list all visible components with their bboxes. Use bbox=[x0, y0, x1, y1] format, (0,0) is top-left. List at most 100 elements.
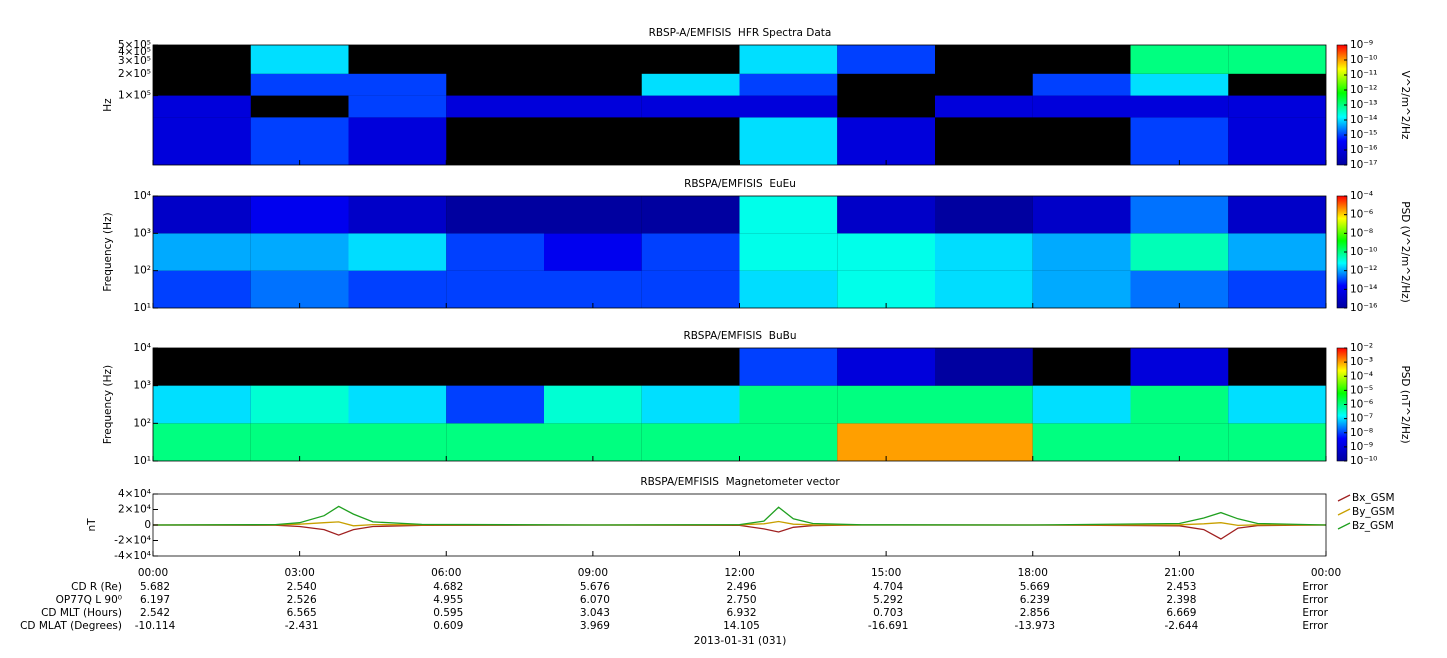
heatmap-cell bbox=[837, 117, 935, 165]
colorbar-tick-label: 10⁻¹⁰ bbox=[1350, 54, 1377, 66]
x-tick-label: 15:00 bbox=[871, 567, 901, 579]
heatmap-cell bbox=[1228, 233, 1326, 271]
heatmap-cell bbox=[1228, 385, 1326, 424]
heatmap-cell bbox=[1032, 73, 1131, 96]
heatmap-cell bbox=[837, 270, 935, 308]
ephemeris-value: 6.239 bbox=[1020, 594, 1050, 606]
heatmap-cell bbox=[1130, 196, 1229, 234]
y-tick-label: 0 bbox=[144, 519, 151, 531]
heatmap-cell bbox=[348, 95, 447, 118]
ephemeris-value: -2.644 bbox=[1164, 620, 1198, 632]
heatmap-cell bbox=[153, 423, 251, 461]
data-line bbox=[152, 520, 1327, 527]
heatmap-cell bbox=[348, 233, 447, 271]
data-line bbox=[152, 505, 1327, 526]
colorbar-tick-label: 10⁻³ bbox=[1350, 356, 1373, 368]
heatmap-cell bbox=[348, 117, 447, 165]
chart-title: RBSPA/EMFISIS Magnetometer vector bbox=[640, 476, 840, 488]
heatmap-cell bbox=[1032, 385, 1131, 424]
heatmap-cell bbox=[1228, 95, 1326, 118]
heatmap-cell bbox=[1130, 423, 1229, 461]
heatmap-cell bbox=[153, 385, 251, 424]
heatmap-cell bbox=[1130, 233, 1229, 271]
heatmap-cell bbox=[739, 95, 838, 118]
ephemeris-value: 6.669 bbox=[1166, 607, 1196, 619]
heatmap-cell bbox=[739, 233, 838, 271]
heatmap-cell bbox=[153, 233, 251, 271]
heatmap-cell bbox=[1130, 45, 1229, 74]
x-tick-label: 06:00 bbox=[431, 567, 461, 579]
colorbar-tick-label: 10⁻⁶ bbox=[1350, 209, 1373, 221]
heatmap-cell bbox=[1130, 73, 1229, 96]
heatmap-cell bbox=[348, 385, 447, 424]
heatmap-cell bbox=[837, 423, 935, 461]
ephemeris-value: 0.609 bbox=[433, 620, 463, 632]
heatmap-cell bbox=[544, 423, 642, 461]
colorbar-tick-label: 10⁻⁴ bbox=[1350, 190, 1373, 202]
ephemeris-value: Error bbox=[1302, 594, 1328, 606]
heatmap-cell bbox=[446, 423, 544, 461]
heatmap-cell bbox=[153, 270, 251, 308]
heatmap-cell bbox=[1228, 196, 1326, 234]
heatmap-cell bbox=[250, 196, 349, 234]
ephemeris-value: 5.676 bbox=[580, 581, 610, 593]
y-tick-label: 10³ bbox=[133, 227, 151, 239]
heatmap-cell bbox=[1228, 270, 1326, 308]
ephemeris-value: Error bbox=[1302, 620, 1328, 632]
heatmap-cell bbox=[1032, 270, 1131, 308]
ephemeris-value: 6.565 bbox=[287, 607, 317, 619]
ephemeris-value: 2.540 bbox=[287, 581, 317, 593]
ephemeris-value: 6.932 bbox=[726, 607, 756, 619]
y-tick-label: 10⁴ bbox=[133, 342, 151, 354]
heatmap-cell bbox=[153, 95, 251, 118]
heatmap-cell bbox=[739, 196, 838, 234]
heatmap-cell bbox=[739, 385, 838, 424]
heatmap-cell bbox=[935, 270, 1033, 308]
ephemeris-label: CD R (Re) bbox=[71, 581, 122, 593]
heatmap-cell bbox=[544, 385, 642, 424]
ephemeris-value: 5.682 bbox=[140, 581, 170, 593]
heatmap-cell bbox=[739, 270, 838, 308]
ephemeris-value: 5.292 bbox=[873, 594, 903, 606]
y-axis-label: Frequency (Hz) bbox=[102, 212, 114, 291]
heatmap-cell bbox=[837, 45, 935, 74]
y-tick-label: -2×10⁴ bbox=[114, 535, 151, 547]
heatmap-cell bbox=[1228, 117, 1326, 165]
heatmap-cell bbox=[935, 348, 1033, 386]
colorbar-tick-label: 10⁻² bbox=[1350, 342, 1373, 354]
ephemeris-label: CD MLT (Hours) bbox=[41, 607, 122, 619]
heatmap-cell bbox=[1032, 95, 1131, 118]
heatmap-cell bbox=[250, 73, 349, 96]
heatmap-cell bbox=[641, 196, 740, 234]
ephemeris-value: 2.496 bbox=[726, 581, 756, 593]
heatmap-cell bbox=[935, 385, 1033, 424]
legend-swatch bbox=[1337, 522, 1351, 530]
colorbar-tick-label: 10⁻⁹ bbox=[1350, 441, 1373, 453]
x-tick-label: 03:00 bbox=[284, 567, 314, 579]
heatmap-cell bbox=[837, 348, 935, 386]
colorbar-tick-label: 10⁻¹⁰ bbox=[1350, 455, 1377, 467]
y-tick-label: 1×10⁵ bbox=[118, 90, 151, 102]
ephemeris-label: CD MLAT (Degrees) bbox=[20, 620, 122, 632]
heatmap-cell bbox=[1130, 385, 1229, 424]
colorbar-tick-label: 10⁻⁵ bbox=[1350, 384, 1373, 396]
ephemeris-value: 3.043 bbox=[580, 607, 610, 619]
colorbar-tick-label: 10⁻¹³ bbox=[1350, 99, 1377, 111]
colorbar-tick-label: 10⁻¹⁵ bbox=[1350, 129, 1377, 141]
ephemeris-value: -16.691 bbox=[868, 620, 909, 632]
y-tick-label: 4×10⁴ bbox=[118, 488, 151, 500]
data-line bbox=[152, 524, 1327, 540]
chart-title: RBSPA/EMFISIS EuEu bbox=[684, 178, 796, 190]
heatmap-cell bbox=[250, 45, 349, 74]
ephemeris-value: 3.969 bbox=[580, 620, 610, 632]
ephemeris-value: 2.856 bbox=[1020, 607, 1050, 619]
y-tick-label: 10² bbox=[133, 265, 151, 277]
colorbar-tick-label: 10⁻⁸ bbox=[1350, 227, 1373, 239]
colorbar-tick-label: 10⁻⁷ bbox=[1350, 413, 1373, 425]
heatmap-cell bbox=[739, 423, 838, 461]
y-tick-label: 5×10⁵ bbox=[118, 39, 151, 51]
heatmap-cell bbox=[1130, 348, 1229, 386]
ephemeris-value: 2.526 bbox=[287, 594, 317, 606]
heatmap-cell bbox=[1130, 270, 1229, 308]
